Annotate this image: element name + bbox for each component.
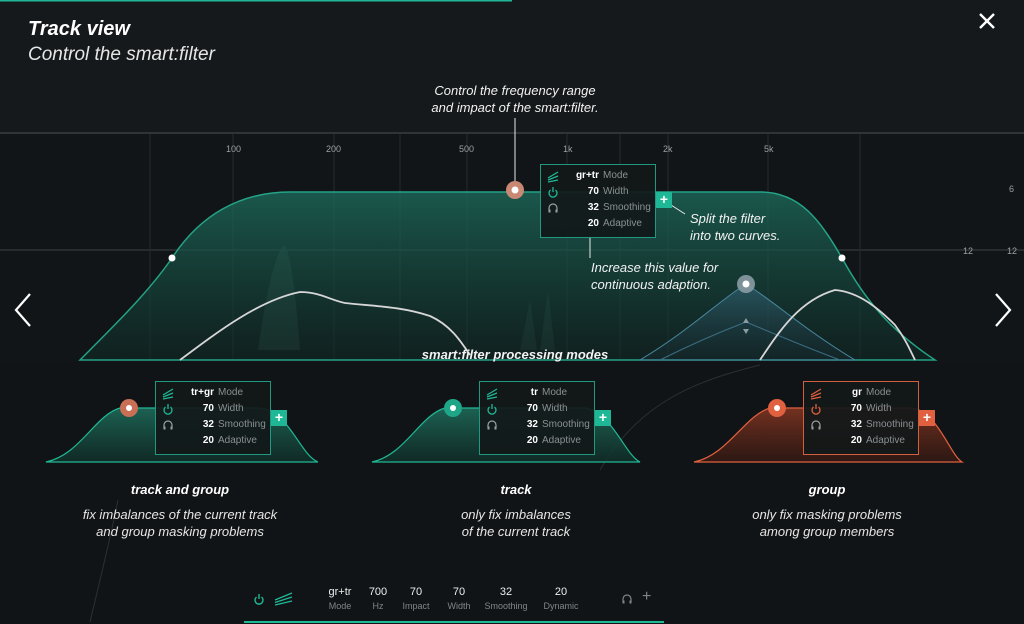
mode-icon: [486, 388, 498, 400]
power-icon: [487, 404, 497, 415]
mode-title-track-and-group: track and group: [130, 482, 230, 497]
freq-label-2k: 2k: [663, 144, 673, 154]
panel-row-width[interactable]: 70 Width: [541, 184, 655, 200]
mode1-plus-button[interactable]: +: [271, 410, 287, 426]
mode3-row-smoothing: 32 Smoothing: [804, 417, 918, 433]
previous-arrow-icon[interactable]: [8, 286, 38, 334]
split-filter-note: Split the filter into two curves.: [690, 211, 781, 243]
mode2-plus-button[interactable]: +: [595, 410, 611, 426]
mode-desc-group: only fix masking problems among group me…: [752, 507, 902, 539]
next-arrow-icon[interactable]: [988, 286, 1018, 334]
mode1-row-width: 70 Width: [156, 401, 270, 417]
low-cut-handle[interactable]: [168, 254, 176, 262]
page-title: Track view: [28, 18, 130, 40]
bottom-plus-button[interactable]: +: [642, 588, 652, 605]
mode-title-group: group: [808, 482, 846, 497]
mode3-plus-button[interactable]: +: [919, 410, 935, 426]
adaption-note: Increase this value for continuous adapt…: [591, 260, 719, 292]
db-label-6: 6: [1009, 184, 1015, 194]
smart-filter-panel: gr+tr Mode 70 Width 32 Smoothing 20 Adap…: [540, 164, 656, 238]
bottom-stat-smoothing[interactable]: 32 Smoothing: [484, 586, 528, 611]
mode-title-track: track: [500, 482, 532, 497]
mode1-row-adaptive: 20 Adaptive: [202, 435, 257, 446]
frequency-range-note: Control the frequency range and impact o…: [431, 83, 599, 115]
freq-label-500: 500: [459, 144, 475, 154]
freq-label-200: 200: [326, 144, 342, 154]
close-icon[interactable]: [972, 6, 1002, 36]
mode2-row-smoothing: 32 Smoothing: [480, 417, 594, 433]
panel-row-adaptive[interactable]: 20 Adaptive: [587, 218, 642, 229]
page-subtitle: Control the smart:filter: [28, 44, 215, 65]
split-filter-button[interactable]: +: [656, 192, 672, 208]
bottom-stat-width[interactable]: 70 Width: [447, 586, 471, 611]
freq-label-5k: 5k: [764, 144, 774, 154]
bottom-stat-mode[interactable]: gr+tr Mode: [328, 586, 352, 611]
headphones-icon: [163, 420, 173, 430]
mode-desc-track-and-group: fix imbalances of the current track and …: [82, 507, 278, 539]
power-icon: [811, 404, 821, 415]
panel-row-smoothing[interactable]: 32 Smoothing: [541, 200, 655, 216]
mode-desc-track: only fix imbalances of the current track: [461, 507, 571, 539]
analysis-curve: [179, 289, 916, 361]
bottom-stat-dynamic[interactable]: 20 Dynamic: [543, 586, 579, 611]
mode-icon: [162, 388, 174, 400]
headphones-icon[interactable]: [620, 592, 634, 606]
bottom-stat-impact[interactable]: 70 Impact: [402, 586, 430, 611]
bottom-stat-hz[interactable]: 700 Hz: [368, 586, 388, 611]
mode-icon[interactable]: [274, 590, 294, 606]
mode-panel-track: tr Mode 70 Width 32 Smoothing 20 Adaptiv…: [479, 381, 595, 455]
power-icon: [548, 187, 558, 198]
db-label-12-left: 12: [963, 246, 974, 256]
power-icon[interactable]: [252, 592, 266, 606]
mode3-row-mode: gr Mode: [804, 385, 918, 401]
mode-icon: [810, 388, 822, 400]
db-label-12-right: 12: [1007, 246, 1018, 256]
mode-panel-track-and-group: tr+gr Mode 70 Width 32 Smoothing 20 Adap…: [155, 381, 271, 455]
mode2-row-width: 70 Width: [480, 401, 594, 417]
processing-modes-heading: smart:filter processing modes: [421, 347, 609, 362]
headphones-icon: [548, 203, 558, 213]
mode3-row-width: 70 Width: [804, 401, 918, 417]
mode2-row-mode: tr Mode: [480, 385, 594, 401]
freq-label-1k: 1k: [563, 144, 573, 154]
high-cut-handle[interactable]: [838, 254, 846, 262]
power-icon: [163, 404, 173, 415]
mode1-row-mode: tr+gr Mode: [156, 385, 270, 401]
mode2-row-adaptive: 20 Adaptive: [526, 435, 581, 446]
mode1-row-smoothing: 32 Smoothing: [156, 417, 270, 433]
panel-row-mode[interactable]: gr+tr Mode: [541, 168, 655, 184]
mode-icon: [547, 171, 559, 183]
mode3-row-adaptive: 20 Adaptive: [850, 435, 905, 446]
headphones-icon: [811, 420, 821, 430]
mode-panel-group: gr Mode 70 Width 32 Smoothing 20 Adaptiv…: [803, 381, 919, 455]
freq-label-100: 100: [226, 144, 242, 154]
headphones-icon: [487, 420, 497, 430]
